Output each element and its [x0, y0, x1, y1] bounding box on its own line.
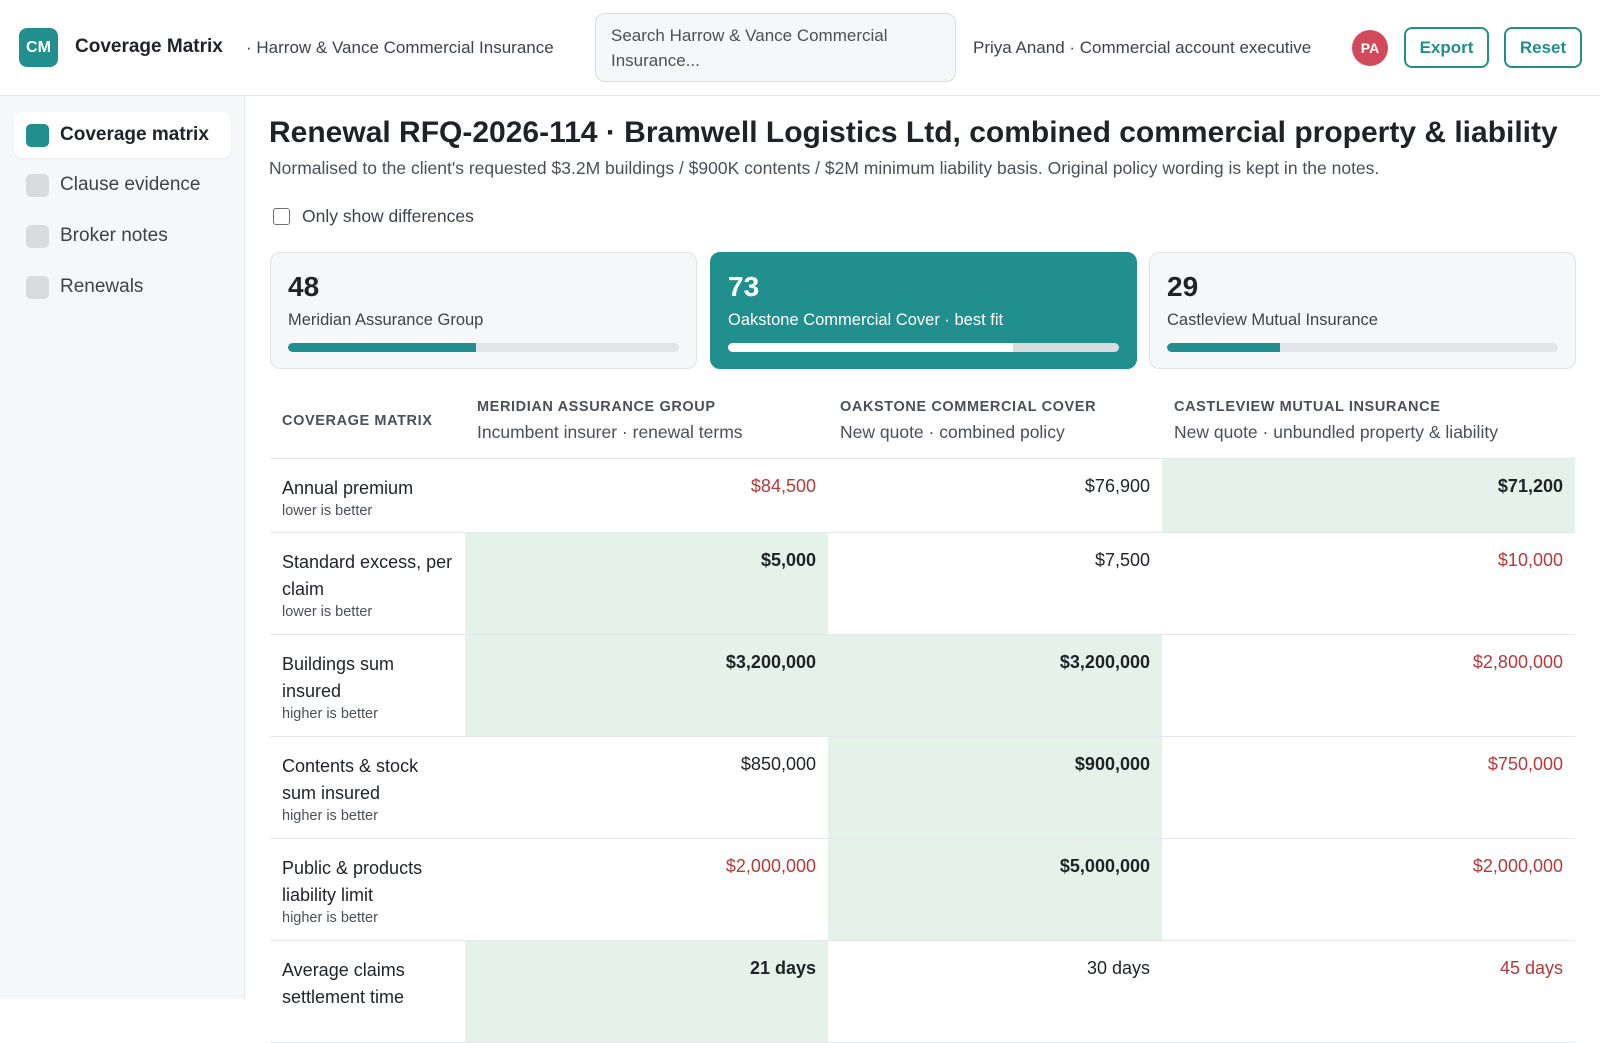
value-cell: $84,500: [750, 476, 816, 496]
insurer-score-card[interactable]: 48 Meridian Assurance Group: [270, 252, 697, 369]
table-row[interactable]: Public & products liability limit higher…: [270, 839, 1575, 941]
row-hint: lower is better: [282, 503, 373, 519]
app-title: Coverage Matrix: [75, 36, 223, 57]
value-cell: $10,000: [1497, 550, 1563, 570]
insurer-name: Oakstone Commercial Cover · best fit: [728, 311, 1004, 329]
value-cell: $5,000,000: [828, 839, 1162, 940]
value-cell: $750,000: [1487, 754, 1563, 774]
page-title: Renewal RFQ-2026-114 · Bramwell Logistic…: [269, 116, 1558, 149]
row-label-cell: Standard excess, per claim lower is bett…: [270, 533, 465, 634]
row-label: Public & products liability limit: [282, 858, 423, 905]
insurer-name: Meridian Assurance Group: [288, 311, 484, 329]
row-hint: higher is better: [282, 706, 378, 722]
column-header-castleview: CASTLEVIEW MUTUAL INSURANCE New quote · …: [1174, 399, 1498, 443]
column-name: CASTLEVIEW MUTUAL INSURANCE: [1174, 399, 1441, 415]
value-cell: $850,000: [740, 754, 816, 774]
value-cell: $76,900: [1084, 476, 1150, 496]
coverage-matrix-icon: [26, 123, 49, 147]
sidebar-item-label: Renewals: [60, 276, 144, 297]
value-cell: 30 days: [1086, 958, 1150, 978]
table-header: COVERAGE MATRIX MERIDIAN ASSURANCE GROUP…: [270, 389, 1575, 459]
sidebar-item-label: Broker notes: [60, 225, 168, 246]
row-label-cell: Public & products liability limit higher…: [270, 839, 465, 940]
value-cell: $7,500: [1094, 550, 1150, 570]
value-cell: 45 days: [1499, 958, 1563, 978]
broker-notes-icon: [26, 224, 49, 248]
search-input[interactable]: Search Harrow & Vance Commercial Insuran…: [595, 13, 956, 82]
row-hint: higher is better: [282, 910, 378, 926]
column-description: Incumbent insurer · renewal terms: [477, 422, 743, 442]
reset-button[interactable]: Reset: [1504, 27, 1582, 68]
only-differences-label: Only show differences: [302, 206, 474, 226]
score-bar-fill: [1167, 343, 1281, 352]
sidebar: Coverage matrix Clause evidence Broker n…: [0, 96, 245, 999]
row-hint: lower is better: [282, 604, 373, 620]
sidebar-item-label: Clause evidence: [60, 174, 201, 195]
value-cell: $900,000: [828, 737, 1162, 838]
row-label: Annual premium: [282, 478, 414, 498]
score-bar: [728, 343, 1119, 352]
row-label: Contents & stock sum insured: [282, 756, 419, 803]
renewals-icon: [26, 275, 49, 299]
score-value: 29: [1167, 271, 1199, 302]
insurer-score-card-best[interactable]: 73 Oakstone Commercial Cover · best fit: [710, 252, 1137, 369]
value-cell: $71,200: [1162, 459, 1575, 532]
insurer-name: Castleview Mutual Insurance: [1167, 311, 1378, 329]
value-cell: 21 days: [465, 941, 828, 1042]
table-row[interactable]: Buildings sum insured higher is better $…: [270, 635, 1575, 737]
value-cell: $2,800,000: [1472, 652, 1563, 672]
column-name: MERIDIAN ASSURANCE GROUP: [477, 399, 716, 415]
score-bar: [1167, 343, 1558, 352]
sidebar-item-clause-evidence[interactable]: Clause evidence: [14, 162, 231, 208]
table-row[interactable]: Standard excess, per claim lower is bett…: [270, 533, 1575, 635]
value-cell: $3,200,000: [828, 635, 1162, 736]
user-info: Priya Anand · Commercial account executi…: [973, 38, 1312, 57]
table-row[interactable]: Average claims settlement time 21 days 3…: [270, 941, 1575, 1043]
score-value: 73: [728, 271, 760, 302]
row-label: Average claims settlement time: [282, 960, 405, 1007]
only-differences-checkbox[interactable]: [273, 208, 290, 225]
clause-evidence-icon: [26, 173, 49, 197]
row-label: Buildings sum insured: [282, 654, 395, 701]
top-bar: CM Coverage Matrix · Harrow & Vance Comm…: [0, 0, 1600, 96]
value-cell: $5,000: [465, 533, 828, 634]
score-value: 48: [288, 271, 320, 302]
sidebar-item-renewals[interactable]: Renewals: [14, 264, 231, 310]
column-description: New quote · unbundled property & liabili…: [1174, 422, 1498, 442]
organization-name: · Harrow & Vance Commercial Insurance: [246, 38, 554, 57]
value-cell: $2,000,000: [1472, 856, 1563, 876]
table-row[interactable]: Contents & stock sum insured higher is b…: [270, 737, 1575, 839]
coverage-matrix-table: COVERAGE MATRIX MERIDIAN ASSURANCE GROUP…: [270, 389, 1575, 1043]
main-content: Renewal RFQ-2026-114 · Bramwell Logistic…: [245, 96, 1600, 1043]
export-button[interactable]: Export: [1404, 27, 1489, 68]
only-differences-toggle[interactable]: Only show differences: [273, 206, 474, 227]
row-label-cell: Buildings sum insured higher is better: [270, 635, 465, 736]
page-subtitle: Normalised to the client's requested $3.…: [269, 158, 1380, 178]
score-bar: [288, 343, 679, 352]
table-row[interactable]: Annual premium lower is better $84,500 $…: [270, 459, 1575, 533]
row-hint: higher is better: [282, 808, 378, 824]
value-cell: $2,000,000: [725, 856, 816, 876]
sidebar-item-broker-notes[interactable]: Broker notes: [14, 213, 231, 259]
matrix-corner-label: COVERAGE MATRIX: [282, 413, 433, 429]
row-label: Standard excess, per claim: [282, 552, 453, 599]
column-header-oakstone: OAKSTONE COMMERCIAL COVER New quote · co…: [840, 399, 1096, 443]
column-description: New quote · combined policy: [840, 422, 1065, 442]
row-label-cell: Annual premium lower is better: [270, 459, 465, 532]
score-bar-fill: [728, 343, 1014, 352]
avatar[interactable]: PA: [1352, 30, 1388, 66]
value-cell: $3,200,000: [465, 635, 828, 736]
row-label-cell: Average claims settlement time: [270, 941, 465, 1042]
row-label-cell: Contents & stock sum insured higher is b…: [270, 737, 465, 838]
column-header-meridian: MERIDIAN ASSURANCE GROUP Incumbent insur…: [477, 399, 743, 443]
sidebar-item-coverage-matrix[interactable]: Coverage matrix: [14, 112, 231, 158]
app-logo: CM: [19, 28, 58, 67]
insurer-score-card[interactable]: 29 Castleview Mutual Insurance: [1149, 252, 1576, 369]
score-bar-fill: [288, 343, 476, 352]
column-name: OAKSTONE COMMERCIAL COVER: [840, 399, 1097, 415]
sidebar-item-label: Coverage matrix: [60, 124, 209, 145]
